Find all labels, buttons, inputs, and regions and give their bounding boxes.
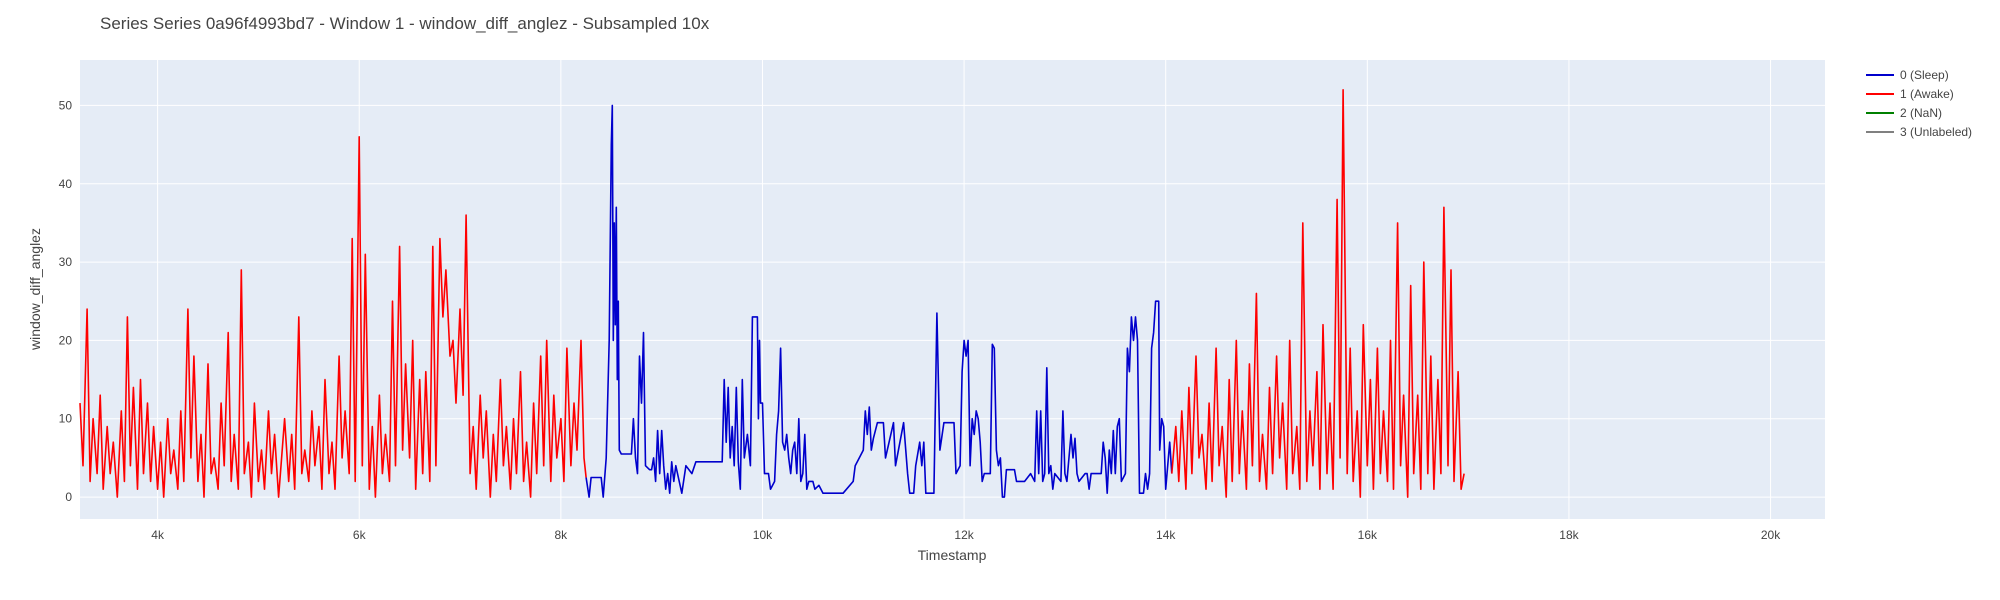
y-gridlines bbox=[80, 104, 1825, 498]
series-line-0-segment-0 bbox=[585, 104, 1173, 498]
y-tick-label: 30 bbox=[59, 255, 73, 269]
series-layer bbox=[79, 89, 1465, 498]
y-tick-label: 0 bbox=[65, 490, 72, 504]
y-tick-label: 40 bbox=[59, 177, 73, 191]
x-tick-label: 10k bbox=[753, 528, 773, 542]
x-tick-label: 14k bbox=[1156, 528, 1176, 542]
x-tick-label: 6k bbox=[353, 528, 367, 542]
series-line-1-segment-0 bbox=[79, 136, 587, 498]
x-tick-label: 18k bbox=[1559, 528, 1579, 542]
legend-label[interactable]: 2 (NaN) bbox=[1900, 106, 1942, 120]
x-axis-title: Timestamp bbox=[918, 547, 987, 563]
y-tick-label: 10 bbox=[59, 412, 73, 426]
legend-label[interactable]: 0 (Sleep) bbox=[1900, 68, 1949, 82]
x-tick-label: 8k bbox=[555, 528, 569, 542]
y-axis-title: window_diff_anglez bbox=[27, 228, 43, 351]
series-line-1-segment-1 bbox=[1171, 89, 1465, 498]
x-tick-label: 20k bbox=[1761, 528, 1781, 542]
legend-label[interactable]: 1 (Awake) bbox=[1900, 87, 1954, 101]
chart-title: Series Series 0a96f4993bd7 - Window 1 - … bbox=[100, 14, 710, 33]
x-tick-labels: 4k 6k 8k 10k 12k 14k 16k 18k 20k bbox=[151, 528, 1781, 542]
y-tick-label: 50 bbox=[59, 98, 73, 112]
x-tick-label: 12k bbox=[954, 528, 974, 542]
x-tick-label: 4k bbox=[151, 528, 165, 542]
x-gridlines bbox=[157, 60, 1772, 519]
legend: 0 (Sleep) 1 (Awake) 2 (NaN) 3 (Unlabeled) bbox=[1866, 68, 1972, 139]
y-tick-label: 20 bbox=[59, 333, 73, 347]
x-tick-label: 16k bbox=[1358, 528, 1378, 542]
y-tick-labels: 0 10 20 30 40 50 bbox=[59, 98, 73, 504]
legend-label[interactable]: 3 (Unlabeled) bbox=[1900, 125, 1972, 139]
